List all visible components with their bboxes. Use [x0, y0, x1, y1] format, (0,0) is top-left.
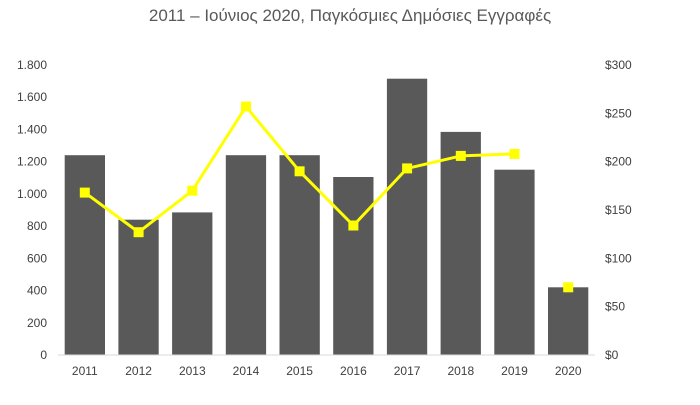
line-marker-2014 — [241, 101, 251, 112]
y-left-tick-label: 0 — [40, 348, 47, 362]
y-right-tick-label: $250 — [605, 106, 632, 120]
line-marker-2017 — [402, 163, 413, 174]
y-right-tick-label: $150 — [605, 203, 632, 217]
y-left-tick-label: 1.400 — [17, 122, 47, 136]
y-right-tick-label: $0 — [605, 348, 619, 362]
x-tick-label: 2015 — [286, 364, 313, 378]
line-marker-2018 — [455, 150, 466, 161]
y-left-tick-label: 600 — [27, 251, 47, 265]
bar-2020 — [548, 287, 589, 355]
x-tick-label: 2019 — [501, 364, 528, 378]
y-right-tick-label: $200 — [605, 155, 632, 169]
x-tick-label: 2013 — [179, 364, 206, 378]
bar-2013 — [172, 212, 213, 355]
y-right-tick-label: $300 — [605, 58, 632, 72]
y-left-tick-label: 800 — [27, 219, 47, 233]
line-marker-2011 — [79, 187, 90, 198]
bar-2016 — [333, 177, 374, 355]
y-left-tick-label: 1.800 — [17, 58, 47, 72]
x-tick-label: 2018 — [447, 364, 474, 378]
line-marker-2013 — [187, 185, 198, 196]
x-tick-label: 2014 — [233, 364, 260, 378]
chart-title: 2011 – Ιούνιος 2020, Παγκόσμιες Δημόσιες… — [148, 6, 552, 25]
bar-2011 — [64, 155, 105, 355]
line-marker-2020 — [563, 282, 574, 293]
bar-2012 — [118, 219, 159, 355]
line-marker-2015 — [294, 166, 305, 177]
line-marker-2019 — [509, 148, 520, 159]
bar-2018 — [440, 131, 481, 355]
y-right-tick-label: $50 — [605, 300, 625, 314]
x-tick-label: 2012 — [125, 364, 152, 378]
bar-2014 — [225, 155, 267, 355]
y-left-tick-label: 200 — [27, 316, 47, 330]
y-left-tick-label: 1.600 — [17, 90, 47, 104]
x-tick-label: 2016 — [340, 364, 367, 378]
line-marker-2012 — [133, 227, 144, 238]
y-left-tick-label: 1.000 — [17, 187, 47, 201]
bar-2019 — [494, 169, 535, 355]
bar-2017 — [386, 78, 428, 355]
bar-2015 — [279, 155, 320, 355]
x-tick-label: 2017 — [394, 364, 421, 378]
y-right-tick-label: $100 — [605, 251, 632, 265]
x-tick-label: 2011 — [72, 364, 98, 378]
line-marker-2016 — [348, 220, 359, 231]
y-left-tick-label: 1.200 — [17, 155, 47, 169]
y-left-tick-label: 400 — [27, 284, 47, 298]
x-tick-label: 2020 — [555, 364, 582, 378]
